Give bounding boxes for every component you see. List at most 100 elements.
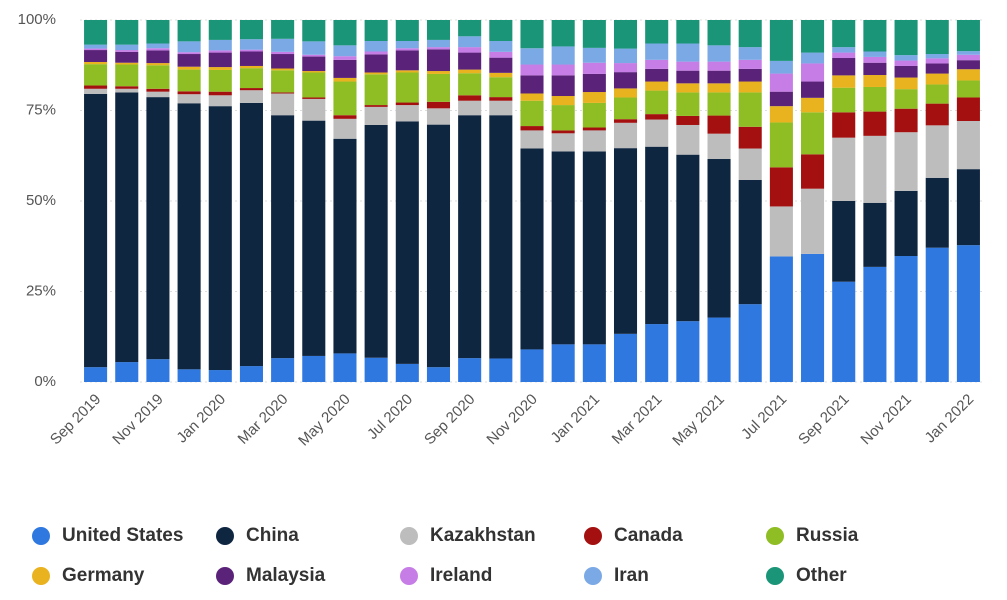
x-tick-label: Mar 2021 — [609, 391, 666, 448]
bar-segment — [333, 115, 357, 119]
bar-segment — [115, 20, 139, 45]
bar-segment — [271, 51, 295, 55]
bar-segment — [863, 111, 887, 136]
bar-segment — [956, 60, 980, 70]
bar-segment — [801, 112, 825, 155]
bar-segment — [115, 62, 139, 65]
bar-segment — [426, 39, 451, 48]
bar-segment — [863, 202, 887, 267]
bar-segment — [177, 20, 201, 42]
x-tick-label: Sep 2021 — [795, 391, 852, 448]
bar-segment — [832, 58, 856, 76]
bar-segment — [302, 97, 326, 99]
bar-segment — [894, 190, 918, 257]
bar-segment — [239, 88, 263, 91]
bar-segment — [333, 59, 357, 78]
bar-segment — [364, 51, 388, 55]
bar-segment — [177, 69, 201, 92]
bar-segment — [146, 63, 170, 66]
bar-segment — [395, 105, 419, 122]
bar-segment — [333, 56, 357, 60]
bar-segment — [676, 20, 700, 44]
bar-segment — [520, 148, 544, 350]
bar-segment — [551, 151, 575, 345]
bar-segment — [769, 91, 793, 107]
bar-segment — [84, 44, 108, 49]
bar-segment — [520, 20, 544, 49]
bar-segment — [707, 159, 731, 318]
bar-segment — [426, 367, 451, 382]
bar-segment — [489, 40, 513, 52]
bar-segment — [832, 52, 856, 59]
bar-segment — [302, 355, 326, 382]
bar-segment — [458, 100, 482, 116]
bar-segment — [115, 50, 139, 52]
bar-segment — [146, 50, 170, 64]
bar-segment — [395, 363, 419, 382]
bar-segment — [894, 20, 918, 56]
legend-marker — [766, 567, 784, 585]
legend-marker — [216, 567, 234, 585]
bar-segment — [582, 73, 606, 93]
bar-segment — [738, 126, 762, 149]
bar-segment — [551, 64, 575, 76]
bar-segment — [364, 20, 388, 41]
bar-segment — [645, 119, 669, 147]
bar-segment — [302, 54, 326, 57]
bar-segment — [863, 135, 887, 203]
bar-segment — [208, 50, 232, 53]
bar-segment — [271, 54, 295, 69]
bar-segment — [520, 48, 544, 65]
bar-segment — [239, 65, 263, 69]
bar-segment — [177, 94, 201, 104]
bar-segment — [489, 97, 513, 101]
bar-segment — [84, 64, 108, 86]
bar-segment — [364, 72, 388, 75]
bar-segment — [925, 54, 949, 59]
legend-marker — [32, 567, 50, 585]
bar-segment — [863, 86, 887, 112]
bar-segment — [551, 344, 575, 382]
bar-segment — [208, 67, 232, 70]
bar-segment — [115, 88, 139, 93]
bar-segment — [676, 43, 700, 62]
bar-segment — [925, 20, 949, 55]
legend-marker — [584, 527, 602, 545]
bar-segment — [676, 83, 700, 93]
bar-segment — [738, 304, 762, 382]
bar-segment — [738, 59, 762, 69]
bar-segment — [707, 83, 731, 93]
bar-segment — [551, 105, 575, 131]
legend-marker — [32, 527, 50, 545]
bar-segment — [177, 91, 201, 95]
bar-segment — [458, 73, 482, 96]
bar-segment — [395, 70, 419, 73]
bar-segment — [801, 154, 825, 189]
bar-segment — [925, 177, 949, 248]
bar-segment — [333, 81, 357, 116]
bar-segment — [676, 92, 700, 116]
bar-segment — [333, 77, 357, 82]
bar-segment — [177, 66, 201, 70]
bar-segment — [426, 124, 451, 368]
bar-segment — [333, 118, 357, 139]
bar-segment — [769, 73, 793, 92]
bar-segment — [738, 180, 762, 305]
bar-segment — [177, 41, 201, 53]
bar-segment — [302, 98, 326, 121]
bar-segment — [863, 75, 887, 87]
bar-segment — [925, 247, 949, 382]
bar-segment — [925, 63, 949, 74]
bar-segment — [738, 81, 762, 93]
bar-segment — [333, 353, 357, 382]
x-tick-label: Sep 2020 — [421, 391, 478, 448]
bar-segment — [832, 201, 856, 282]
bar-segment — [520, 130, 544, 149]
bar-segment — [208, 91, 232, 96]
bar-segment — [551, 20, 575, 47]
bar-segment — [769, 167, 793, 207]
bar-segment — [146, 359, 170, 382]
bar-segment — [613, 148, 638, 334]
bar-segment — [645, 90, 669, 115]
